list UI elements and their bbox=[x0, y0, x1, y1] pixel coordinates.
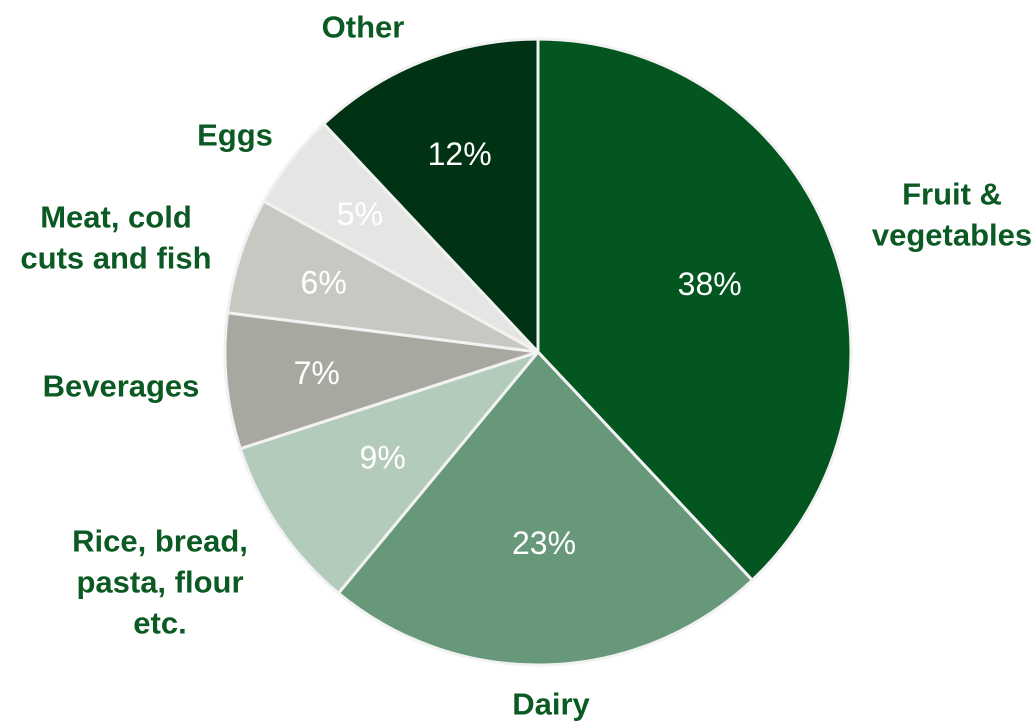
value-label-meat-cold-cuts-and-fish: 6% bbox=[301, 264, 347, 300]
pie-slice-dairy bbox=[336, 350, 754, 667]
pie-slice-rice-bread-pasta-flour-etc bbox=[238, 350, 540, 595]
value-label-fruit-and-vegetables: 38% bbox=[678, 266, 742, 302]
category-label-dairy: Dairy bbox=[512, 687, 590, 722]
category-labels: Fruit & vegetables Dairy Rice, bread, pasta,… bbox=[20, 10, 1032, 722]
category-label-fruit-and-vegetables: Fruit & vegetables bbox=[872, 177, 1032, 253]
value-label-eggs: 5% bbox=[337, 196, 383, 232]
pie-slices bbox=[223, 37, 853, 667]
category-label-rice-bread-pasta-flour-etc: Rice, bread, pasta, flour etc. bbox=[72, 524, 248, 641]
value-label-beverages: 7% bbox=[294, 355, 340, 391]
pie-slice-other bbox=[322, 37, 540, 354]
category-label-other: Other bbox=[322, 10, 405, 45]
category-label-meat-cold-cuts-and-fish: Meat, cold cuts and fish bbox=[20, 200, 211, 276]
value-label-other: 12% bbox=[428, 136, 492, 172]
pie-slice-fruit-and-vegetables bbox=[536, 37, 853, 582]
value-label-rice-bread-pasta-flour-etc: 9% bbox=[360, 440, 406, 476]
value-label-dairy: 23% bbox=[512, 525, 576, 561]
pie-slice-meat-cold-cuts-and-fish bbox=[225, 199, 540, 354]
category-label-beverages: Beverages bbox=[43, 369, 200, 404]
category-label-eggs: Eggs bbox=[197, 118, 273, 153]
pie-slice-beverages bbox=[223, 311, 540, 451]
percentage-labels: 38% 23% 9% 7% 6% 5% 12% bbox=[294, 136, 742, 561]
